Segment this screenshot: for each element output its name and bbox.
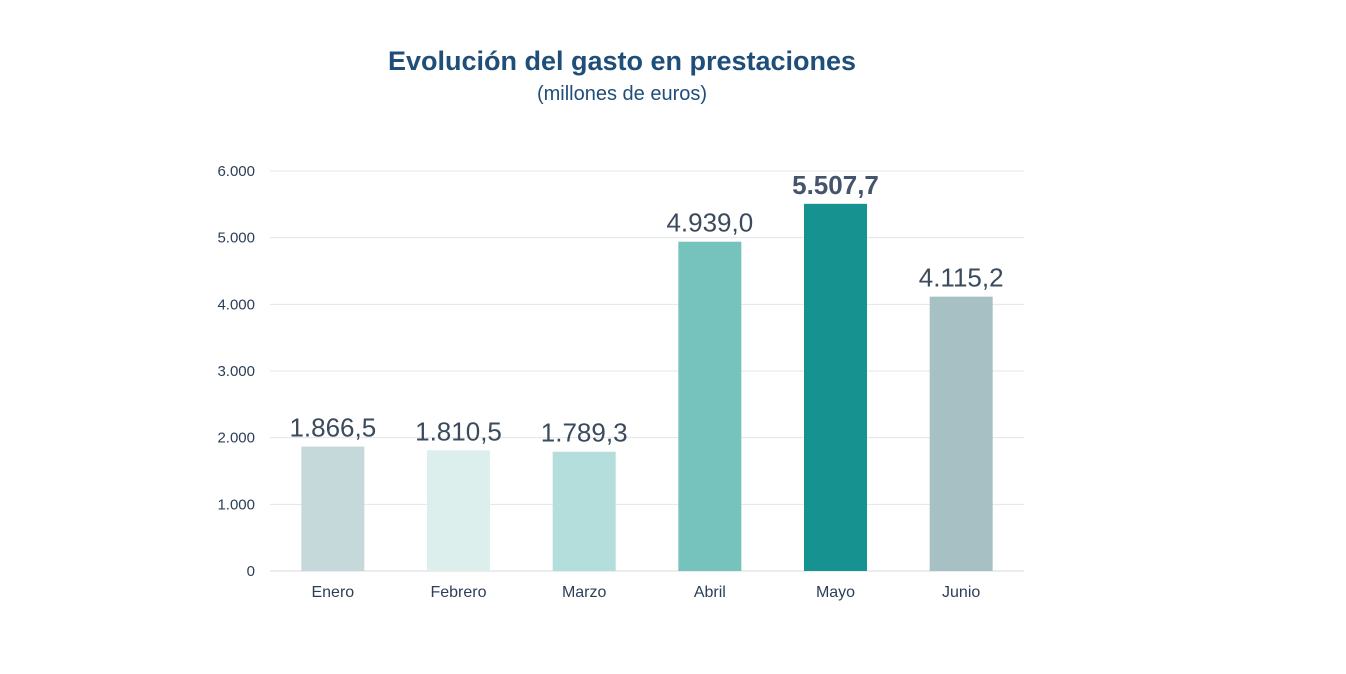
bar [678,241,742,571]
y-tick-label: 6.000 [217,163,255,180]
y-tick-label: 1.000 [217,496,255,513]
y-tick-label: 5.000 [217,230,255,247]
y-tick-label: 0 [247,563,255,580]
x-tick-label: Abril [694,584,726,601]
x-tick-label: Junio [942,584,980,601]
data-label: 4.939,0 [666,208,753,238]
bar [427,450,490,571]
data-label: 1.789,3 [541,418,628,448]
data-label: 1.810,5 [415,416,502,446]
data-label: 1.866,5 [289,413,376,443]
bar [804,203,867,571]
x-tick-label: Mayo [816,584,855,601]
x-tick-label: Enero [311,584,354,601]
data-label: 5.507,7 [792,170,879,200]
bar [552,451,616,571]
data-label: 4.115,2 [919,263,1004,293]
y-tick-label: 4.000 [217,296,255,313]
bar [301,446,365,571]
chart-subtitle: (millones de euros) [536,83,708,105]
bar [929,296,993,571]
y-tick-label: 2.000 [217,430,255,447]
chart-title: Evolución del gasto en prestaciones [387,46,857,76]
x-tick-label: Marzo [562,584,607,601]
y-tick-label: 3.000 [217,363,255,380]
x-tick-label: Febrero [430,584,486,601]
